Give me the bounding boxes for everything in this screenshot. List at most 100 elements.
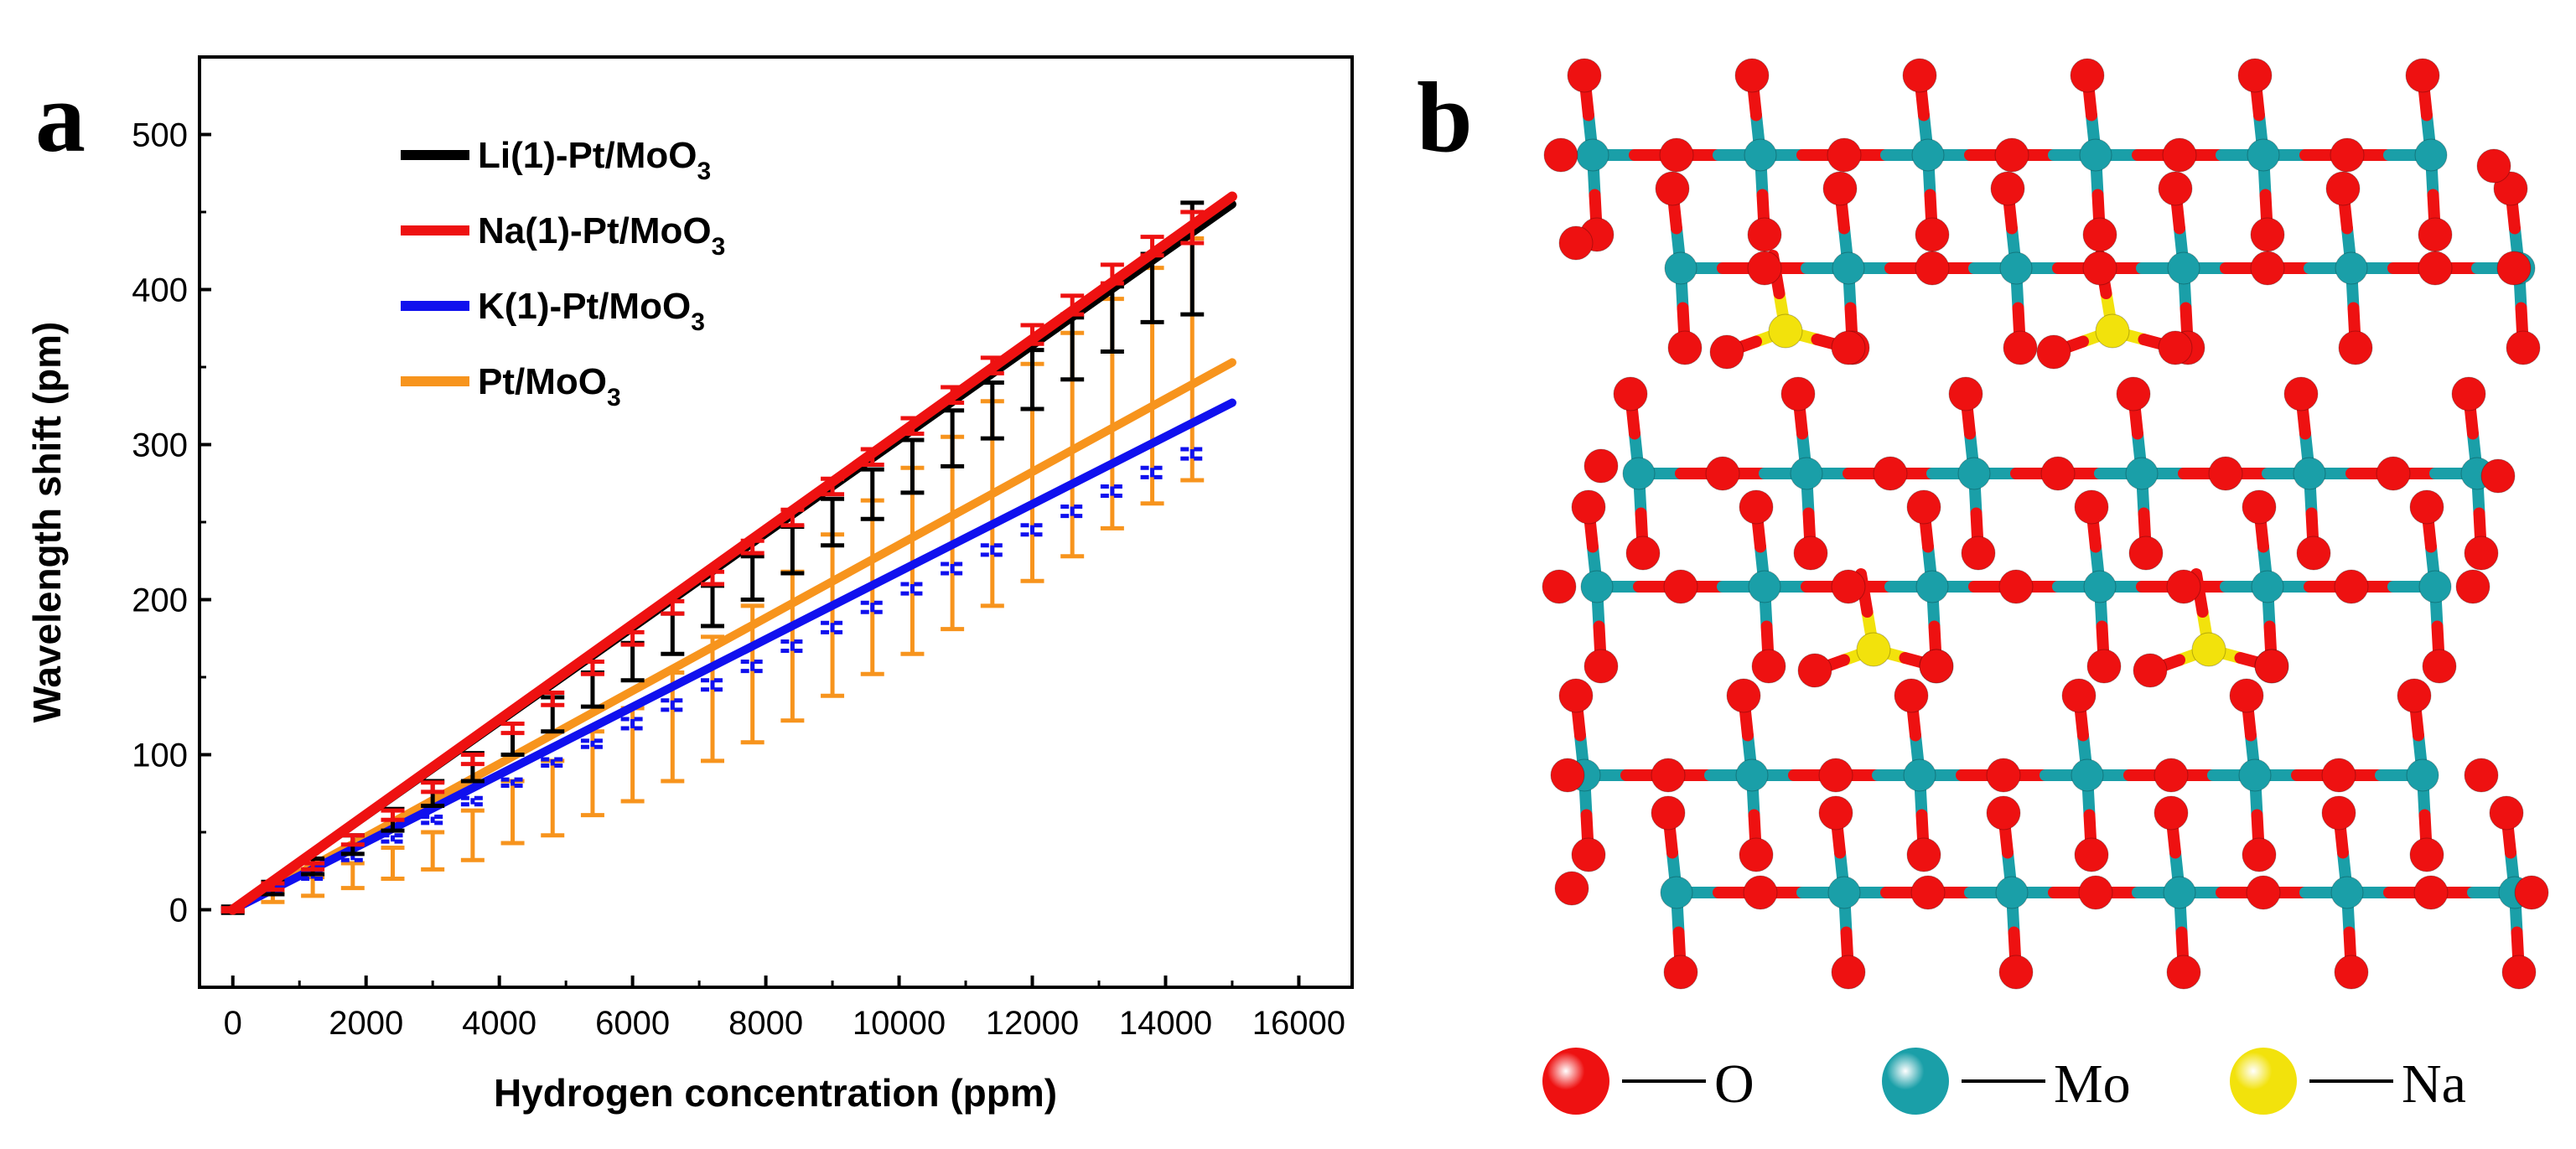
oxygen-atom bbox=[1831, 569, 1866, 604]
oxygen-atom bbox=[2514, 875, 2549, 910]
oxygen-atom bbox=[1822, 171, 1858, 206]
oxygen-atom bbox=[1558, 225, 1594, 261]
structure-atoms bbox=[1542, 58, 2549, 990]
oxygen-atom bbox=[1961, 536, 1996, 571]
oxygen-atom bbox=[1994, 137, 2029, 173]
legend-label: Pt/MoO3 bbox=[478, 361, 621, 411]
molybdenum-atom bbox=[1957, 457, 1991, 490]
molybdenum-atom bbox=[1580, 570, 1614, 603]
molybdenum-atom bbox=[1832, 251, 1865, 285]
oxygen-atom bbox=[2003, 330, 2038, 365]
oxygen-atom bbox=[1793, 536, 1828, 571]
legend-atom-na bbox=[2230, 1048, 2297, 1115]
legend-atom-mo bbox=[1882, 1048, 1949, 1115]
oxygen-atom bbox=[1915, 217, 1950, 252]
oxygen-atom bbox=[2154, 795, 2189, 831]
y-tick-label: 300 bbox=[132, 427, 188, 464]
oxygen-atom bbox=[2418, 217, 2453, 252]
oxygen-atom bbox=[2166, 955, 2201, 990]
oxygen-atom bbox=[2078, 875, 2113, 910]
y-axis-label: Wavelength shift (pm) bbox=[25, 322, 69, 723]
fit-line bbox=[227, 191, 1237, 915]
oxygen-atom bbox=[1827, 137, 1862, 173]
oxygen-atom bbox=[2489, 795, 2524, 831]
oxygen-atom bbox=[2074, 489, 2109, 525]
legend-label: Li(1)-Pt/MoO3 bbox=[478, 135, 711, 185]
oxygen-atom bbox=[2321, 795, 2356, 831]
oxygen-atom bbox=[2413, 875, 2449, 910]
oxygen-atom bbox=[1919, 649, 1954, 684]
panel-a-letter: a bbox=[35, 61, 86, 173]
molybdenum-atom bbox=[2293, 457, 2326, 490]
molybdenum-atom bbox=[2418, 570, 2452, 603]
oxygen-atom bbox=[2283, 376, 2319, 411]
oxygen-atom bbox=[1571, 489, 1606, 525]
oxygen-atom bbox=[1583, 448, 1619, 484]
molybdenum-atom bbox=[2167, 251, 2200, 285]
molybdenum-atom bbox=[2335, 251, 2368, 285]
oxygen-atom bbox=[2480, 458, 2516, 494]
molybdenum-atom bbox=[2238, 758, 2272, 792]
x-tick-label: 12000 bbox=[986, 1005, 1079, 1042]
oxygen-atom bbox=[1743, 875, 1778, 910]
oxygen-atom bbox=[2158, 171, 2193, 206]
sodium-atom bbox=[2191, 632, 2226, 667]
oxygen-atom bbox=[1651, 758, 1686, 793]
legend-atom-label: O bbox=[1714, 1053, 1754, 1115]
oxygen-atom bbox=[2405, 58, 2440, 93]
molybdenum-atom bbox=[1790, 457, 1823, 490]
atom-legend: O Mo Na bbox=[1542, 1048, 2466, 1115]
oxygen-atom bbox=[1747, 251, 1782, 286]
molybdenum-atom bbox=[2406, 758, 2439, 792]
oxygen-atom bbox=[2422, 649, 2457, 684]
oxygen-atom bbox=[1751, 649, 1786, 684]
oxygen-atom bbox=[2506, 330, 2541, 365]
oxygen-atom bbox=[1663, 569, 1698, 604]
legend-atom-label: Mo bbox=[2054, 1053, 2131, 1115]
oxygen-atom bbox=[2334, 955, 2369, 990]
oxygen-atom bbox=[2464, 536, 2499, 571]
oxygen-atom bbox=[1906, 489, 1941, 525]
oxygen-atom bbox=[2158, 330, 2193, 365]
oxygen-atom bbox=[2242, 837, 2277, 872]
legend-label: Na(1)-Pt/MoO3 bbox=[478, 210, 725, 261]
oxygen-atom bbox=[1818, 795, 1853, 831]
oxygen-atom bbox=[1986, 795, 2021, 831]
y-tick-label: 200 bbox=[132, 582, 188, 619]
oxygen-atom bbox=[1910, 875, 1946, 910]
molybdenum-atom bbox=[1576, 138, 1609, 172]
oxygen-atom bbox=[2040, 456, 2076, 491]
y-tick-label: 500 bbox=[132, 117, 188, 154]
molybdenum-atom bbox=[1748, 570, 1781, 603]
molybdenum-atom bbox=[2414, 138, 2448, 172]
x-axis: 0 2000 4000 6000 8000 10000 12000 14000 16000 bbox=[224, 976, 1345, 1042]
oxygen-atom bbox=[2418, 251, 2453, 286]
molybdenum-atom bbox=[1999, 251, 2033, 285]
molybdenum-atom bbox=[1915, 570, 1949, 603]
molybdenum-atom bbox=[1911, 138, 1945, 172]
oxygen-atom bbox=[1734, 58, 1770, 93]
molybdenum-atom bbox=[1660, 876, 1693, 909]
oxygen-atom bbox=[2334, 569, 2369, 604]
oxygen-atom bbox=[1873, 456, 1908, 491]
oxygen-atom bbox=[2409, 837, 2444, 872]
legend-label-sub: 3 bbox=[712, 233, 726, 261]
molybdenum-atom bbox=[1735, 758, 1769, 792]
oxygen-atom bbox=[1613, 376, 1648, 411]
oxygen-atom bbox=[2476, 148, 2511, 184]
legend-label-main: K(1)-Pt/MoO bbox=[478, 286, 691, 327]
oxygen-atom bbox=[2321, 758, 2356, 793]
oxygen-atom bbox=[1906, 837, 1941, 872]
sodium-atom bbox=[1856, 632, 1891, 667]
series-2 bbox=[220, 398, 1236, 914]
oxygen-atom bbox=[1915, 251, 1950, 286]
series-1 bbox=[220, 191, 1237, 915]
molybdenum-atom bbox=[1827, 876, 1861, 909]
x-tick-label: 2000 bbox=[329, 1005, 403, 1042]
oxygen-atom bbox=[2455, 569, 2490, 604]
oxygen-atom bbox=[1998, 569, 2034, 604]
legend-label-sub: 3 bbox=[697, 158, 712, 185]
oxygen-atom bbox=[2133, 653, 2168, 688]
oxygen-atom bbox=[2250, 217, 2285, 252]
oxygen-atom bbox=[2397, 678, 2432, 713]
